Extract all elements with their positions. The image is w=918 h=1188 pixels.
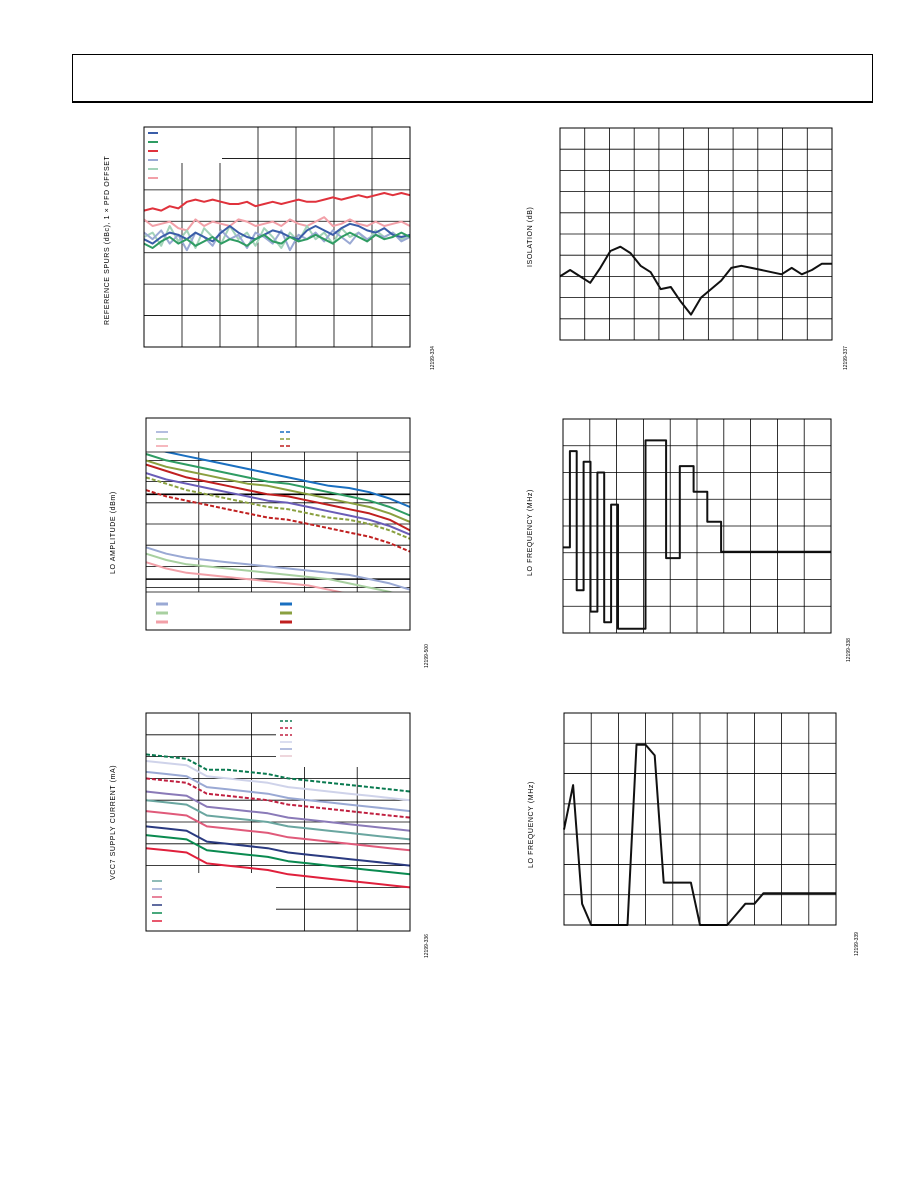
series-line bbox=[145, 463, 411, 532]
chart-vcc7-supply-current: VCC7 SUPPLY CURRENT (mA) 12199-336 bbox=[100, 708, 440, 968]
series-line bbox=[143, 229, 411, 252]
series-line bbox=[145, 770, 411, 813]
figure-id: 12199-338 bbox=[846, 638, 852, 662]
series-line bbox=[145, 790, 411, 832]
plot-border bbox=[145, 712, 411, 932]
series-line bbox=[145, 799, 411, 841]
figure-id: 12199-339 bbox=[854, 932, 860, 956]
series-line bbox=[145, 489, 411, 553]
plot-border bbox=[145, 417, 411, 631]
figure-id: 12199-500 bbox=[424, 644, 430, 668]
chart-reference-spurs: REFERENCE SPURS (dBc), 1 × PFD OFFSET 12… bbox=[100, 120, 440, 370]
series-line bbox=[145, 459, 411, 523]
series-line bbox=[145, 472, 411, 536]
chart-svg bbox=[563, 712, 837, 926]
legend-background bbox=[276, 713, 410, 767]
series-line bbox=[143, 192, 411, 212]
chart-lo-frequency-1: LO FREQUENCY (MHz) 12199-338 bbox=[520, 414, 860, 674]
figure-id: 12199-337 bbox=[843, 346, 849, 370]
series-line bbox=[145, 760, 411, 802]
chart-svg bbox=[143, 126, 411, 348]
legend-background bbox=[146, 418, 410, 452]
series-line bbox=[145, 847, 411, 889]
legend-background bbox=[146, 873, 276, 931]
series-line bbox=[559, 245, 832, 316]
series-line bbox=[145, 825, 411, 867]
chart-lo-frequency-2: LO FREQUENCY (MHz) 12199-339 bbox=[520, 708, 860, 968]
plot-border bbox=[559, 127, 833, 341]
plot-border bbox=[563, 712, 837, 926]
chart-isolation: ISOLATION (dB) 12199-337 bbox=[520, 120, 860, 370]
figure-id: 12199-334 bbox=[430, 346, 436, 370]
series-line bbox=[145, 444, 411, 508]
series-line bbox=[145, 777, 411, 819]
plot-border bbox=[562, 418, 832, 634]
series-line bbox=[143, 222, 411, 245]
series-line bbox=[145, 834, 411, 876]
series-line bbox=[145, 476, 411, 540]
series-line bbox=[143, 231, 411, 249]
figure-id: 12199-336 bbox=[424, 934, 430, 958]
series-line bbox=[145, 753, 411, 793]
legend-background bbox=[146, 592, 410, 630]
series-line bbox=[563, 439, 831, 630]
series-line bbox=[145, 453, 411, 517]
chart-svg bbox=[145, 712, 411, 932]
series-line bbox=[143, 216, 411, 232]
chart-svg bbox=[562, 418, 832, 634]
chart-svg bbox=[559, 127, 833, 341]
chart-lo-amplitude: LO AMPLITUDE (dBm) 12199-500 bbox=[100, 414, 440, 674]
series-line bbox=[145, 546, 411, 591]
page-header-frame bbox=[72, 54, 873, 103]
chart-svg bbox=[145, 417, 411, 631]
series-line bbox=[145, 552, 411, 600]
plot-border bbox=[143, 126, 411, 348]
series-line bbox=[145, 810, 411, 852]
